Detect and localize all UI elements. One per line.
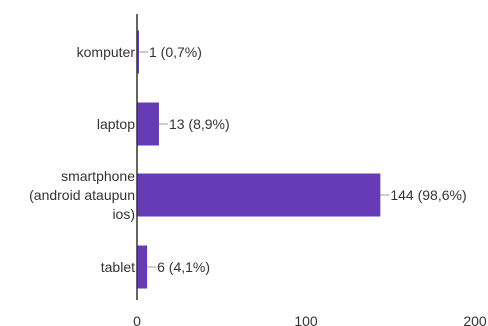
data-label-2: 144 (98,6%) [390, 187, 466, 203]
category-label-1: laptop [97, 116, 135, 132]
x-tick-label-1: 100 [294, 313, 318, 326]
category-label-3: tablet [101, 259, 135, 275]
category-label-2: smartphone (android ataupun ios) [29, 168, 135, 222]
labels-group: 1 (0,7%) komputer 13 (8,9%) laptop 144 (98,6… [29, 44, 467, 275]
category-label-0: komputer [77, 44, 136, 60]
bar-2 [137, 173, 381, 217]
bar-1 [137, 102, 159, 146]
bars-group [137, 30, 381, 289]
data-label-0: 1 (0,7%) [149, 44, 202, 60]
bar-3 [137, 245, 148, 289]
data-label-1: 13 (8,9%) [169, 116, 230, 132]
x-tick-label-2: 200 [463, 313, 487, 326]
x-ticks-group: 0 100 200 [133, 313, 487, 326]
x-tick-label-0: 0 [133, 313, 141, 326]
bar-0 [137, 30, 139, 74]
data-label-3: 6 (4,1%) [157, 259, 210, 275]
